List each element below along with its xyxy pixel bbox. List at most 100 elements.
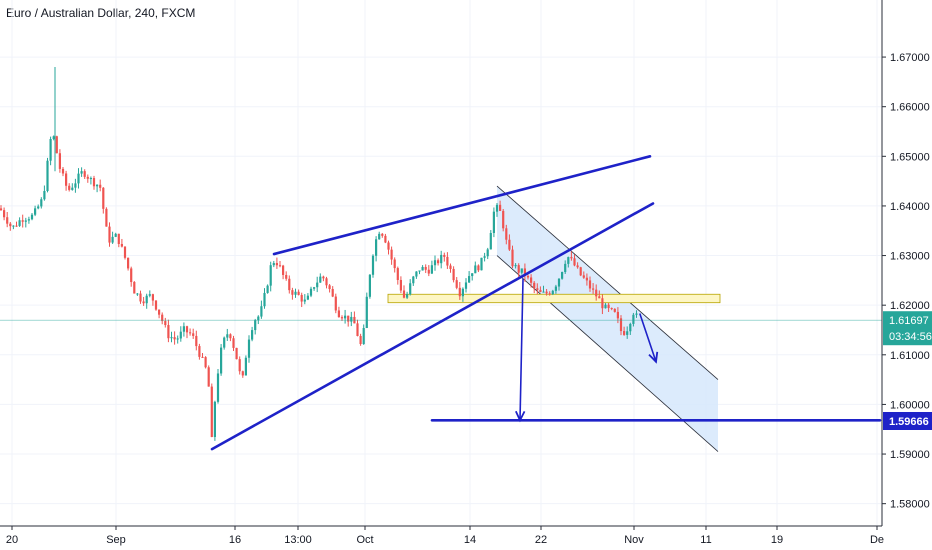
candle-body: [18, 220, 21, 226]
candle-body: [319, 276, 322, 283]
candle-body: [526, 275, 530, 278]
candle-body: [12, 225, 15, 227]
candle-body: [300, 294, 303, 302]
candle-body: [192, 333, 195, 336]
candle-body: [24, 220, 27, 222]
candle-body: [139, 293, 142, 302]
candle-body: [210, 386, 213, 438]
candle-body: [626, 331, 629, 335]
support-zone[interactable]: [387, 293, 721, 304]
candle-body: [52, 136, 55, 140]
trend-drawings[interactable]: [0, 155, 882, 451]
candle-body: [89, 178, 92, 180]
candle-body: [151, 294, 154, 301]
candle-body: [421, 266, 424, 271]
candle-body: [238, 359, 241, 372]
candle-body: [251, 330, 254, 340]
candle-body: [170, 337, 173, 339]
continuation-arrow[interactable]: [639, 313, 657, 363]
candle-body: [486, 249, 489, 257]
candle-body: [185, 326, 189, 333]
candle-body: [145, 295, 148, 304]
channel-upper-line[interactable]: [496, 185, 719, 380]
candle-body: [530, 277, 533, 283]
candle-body: [464, 282, 468, 289]
candle-body: [579, 267, 582, 276]
candle-body: [0, 208, 3, 211]
candle-body: [430, 265, 433, 274]
candle-body: [402, 290, 406, 298]
candle-body: [92, 178, 96, 187]
candle-body: [133, 282, 136, 294]
candle-body: [114, 233, 117, 237]
candle-body: [495, 204, 499, 212]
candle-body: [55, 136, 58, 154]
candle-body: [477, 265, 480, 271]
candle-body: [96, 184, 99, 187]
candle-body: [282, 265, 285, 275]
candle-body: [77, 173, 80, 184]
candle-body: [557, 278, 561, 287]
candle-body: [207, 367, 210, 387]
candle-body: [632, 314, 635, 324]
candle-body: [232, 338, 235, 348]
support-zone-rect[interactable]: [387, 293, 721, 304]
candle-body: [375, 239, 378, 256]
descending-channel[interactable]: [496, 185, 719, 452]
time-tick-label: 22: [535, 534, 547, 546]
candle-body: [254, 320, 257, 331]
candle-body: [21, 220, 24, 222]
candle-body: [241, 371, 244, 376]
candle-body: [396, 268, 399, 280]
candle-body: [105, 208, 108, 227]
rising-wedge-upper-line[interactable]: [272, 155, 652, 256]
candle-body: [266, 285, 269, 293]
current-price-badge: [883, 311, 932, 346]
candle-body: [424, 266, 427, 270]
candle-body: [511, 249, 514, 267]
candle-body: [468, 276, 471, 283]
candle-body: [610, 308, 613, 310]
candle-body: [452, 268, 455, 281]
candle-body: [102, 187, 105, 209]
candle-body: [474, 265, 477, 274]
candle-body: [545, 291, 548, 294]
time-tick-label: 16: [229, 534, 241, 546]
candle-body: [564, 263, 567, 273]
candle-body: [390, 249, 393, 260]
candle-body: [635, 313, 638, 315]
target-projection-arrow[interactable]: [519, 278, 524, 422]
candle-body: [223, 337, 226, 348]
candle-body: [220, 347, 223, 374]
candle-body: [176, 338, 179, 340]
candle-body: [378, 233, 381, 240]
candle-body: [440, 254, 443, 264]
candle-body: [37, 206, 40, 209]
candle-body: [244, 357, 247, 376]
time-tick-label: Sep: [106, 534, 126, 546]
candle-body: [213, 401, 216, 438]
continuation-arrow-head: [648, 351, 659, 364]
candle-body: [337, 310, 340, 318]
candle-body: [418, 270, 421, 272]
candle-body: [350, 316, 353, 322]
candle-body: [49, 139, 52, 161]
candle-body: [58, 153, 61, 169]
candle-body: [523, 268, 526, 276]
candle-body: [362, 327, 365, 345]
candle-body: [123, 246, 127, 258]
candle-body: [272, 263, 275, 266]
candle-body: [551, 290, 554, 295]
price-tick-label: 1.63000: [890, 251, 930, 263]
candle-body: [520, 268, 523, 273]
rising-wedge-lower-line[interactable]: [210, 202, 655, 451]
price-tick-label: 1.64000: [890, 201, 930, 213]
candle-body: [313, 287, 316, 289]
candle-body: [275, 263, 278, 266]
candle-body: [598, 296, 601, 299]
candle-body: [294, 291, 297, 295]
candle-body: [316, 282, 319, 288]
price-tick-label: 1.58000: [890, 499, 930, 511]
